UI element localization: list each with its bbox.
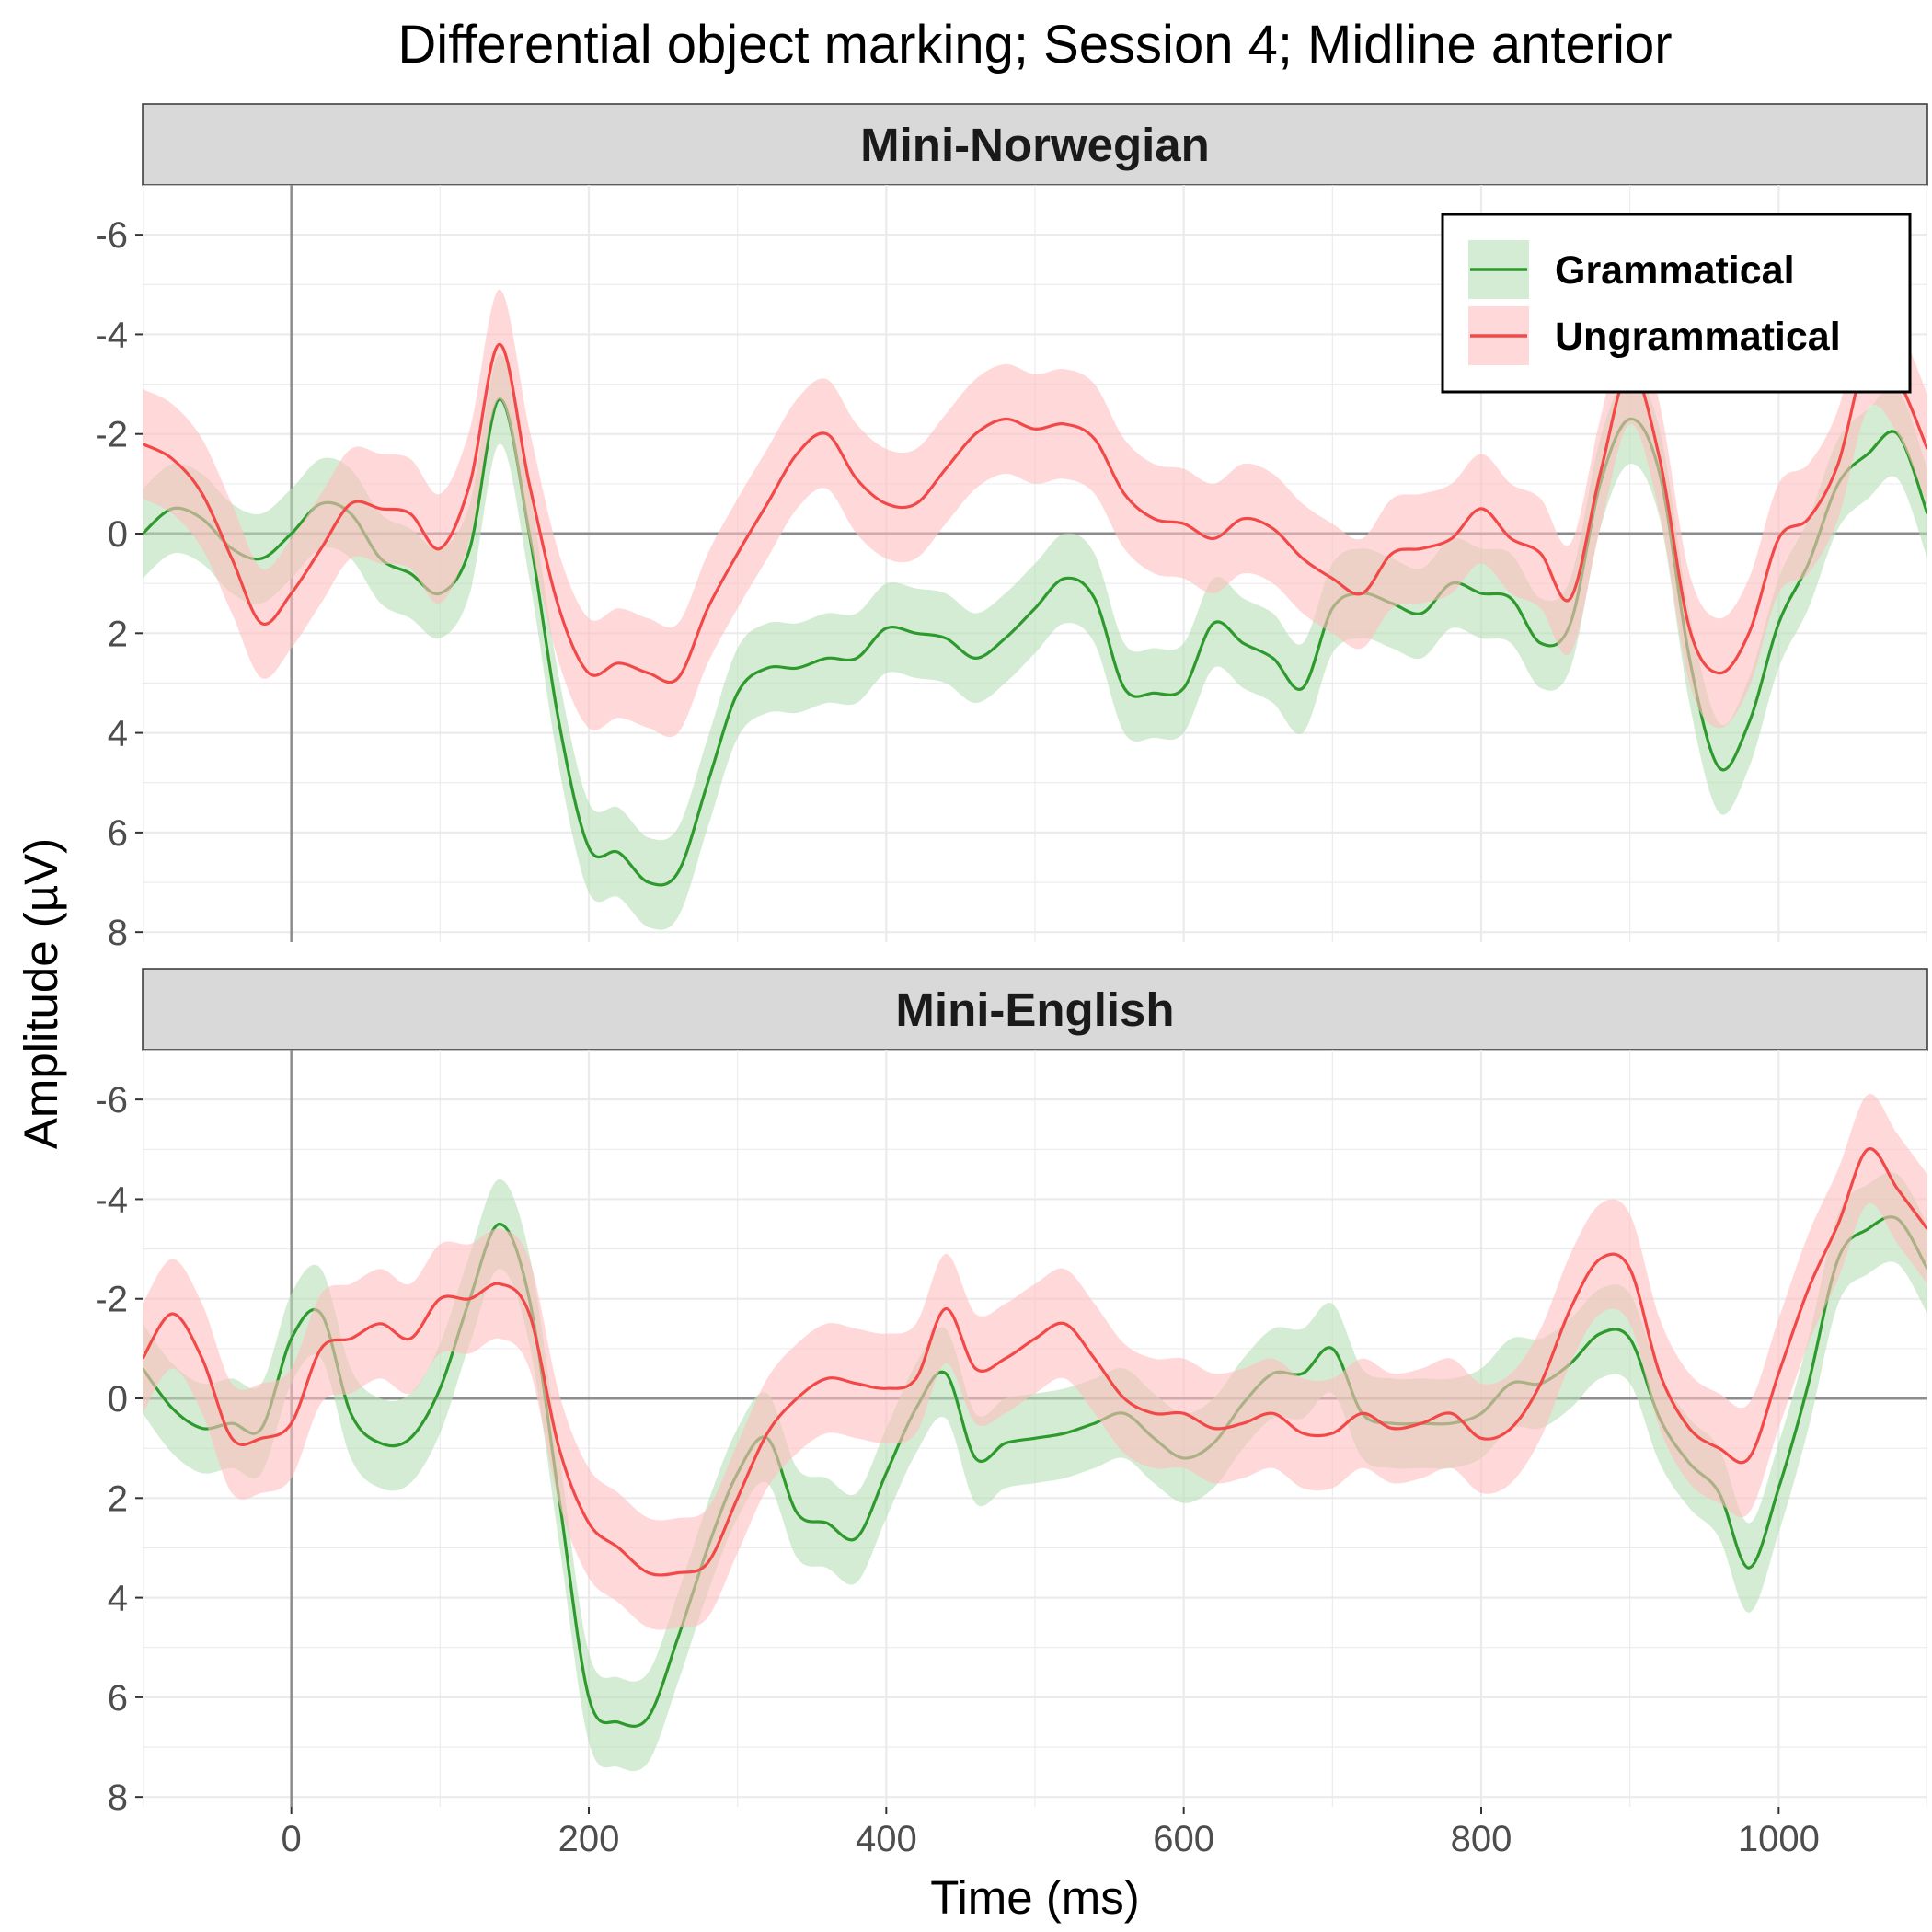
y-tick-label: -4 [95,315,128,355]
y-tick-label: 0 [108,514,128,555]
chart-title: Differential object marking; Session 4; … [397,15,1672,75]
ribbon-ungrammatical [143,289,1927,738]
y-tick-label: 2 [108,614,128,654]
x-tick-label: 400 [856,1819,917,1859]
strip-label: Mini-Norwegian [860,119,1210,171]
y-tick-label: 6 [108,1678,128,1719]
strip-background [142,968,1928,1051]
x-tick-label: 800 [1451,1819,1512,1859]
line-ungrammatical [143,342,1927,684]
x-tick-label: 200 [558,1819,620,1859]
y-tick-label: -2 [95,415,128,455]
legend-label-ungrammatical: Ungrammatical [1555,315,1841,359]
panel-0: Mini-Norwegian -6 -4 -2 0 2 4 6 8 [95,103,1928,953]
y-tick-label: 4 [108,1579,128,1619]
panel-1: Mini-English -6 -4 -2 0 2 4 6 8 0 200 400 600 800 1000 [95,968,1928,1859]
legend-label-grammatical: Grammatical [1555,248,1795,293]
series-group [143,1093,1927,1772]
x-tick-label: 600 [1153,1819,1214,1859]
line-grammatical [143,1215,1927,1728]
ribbon-grammatical [143,354,1927,930]
x-tick-label: 0 [282,1819,302,1859]
y-axis-title: Amplitude (µV) [15,838,67,1149]
series-group [143,289,1927,930]
y-tick-label: 0 [108,1379,128,1420]
y-tick-label: 8 [108,1777,128,1818]
ribbon-grammatical [143,1171,1927,1772]
panels: Mini-Norwegian -6 -4 -2 0 2 4 6 8 Mini-English -6 -… [95,103,1928,1859]
y-tick-label: 2 [108,1478,128,1519]
y-tick-label: -6 [95,215,128,256]
x-tick-label: 1000 [1738,1819,1820,1859]
x-axis-title: Time (ms) [930,1871,1140,1924]
y-tick-label: 8 [108,913,128,953]
strip-background [142,103,1928,186]
y-tick-label: -6 [95,1080,128,1121]
ribbon-ungrammatical [143,1093,1927,1630]
y-tick-label: 4 [108,714,128,754]
line-ungrammatical [143,1147,1927,1577]
y-tick-label: 6 [108,813,128,854]
legend: Grammatical Ungrammatical [1441,213,1912,394]
y-tick-label: -2 [95,1280,128,1320]
strip-label: Mini-English [895,983,1174,1036]
y-tick-label: -4 [95,1179,128,1220]
